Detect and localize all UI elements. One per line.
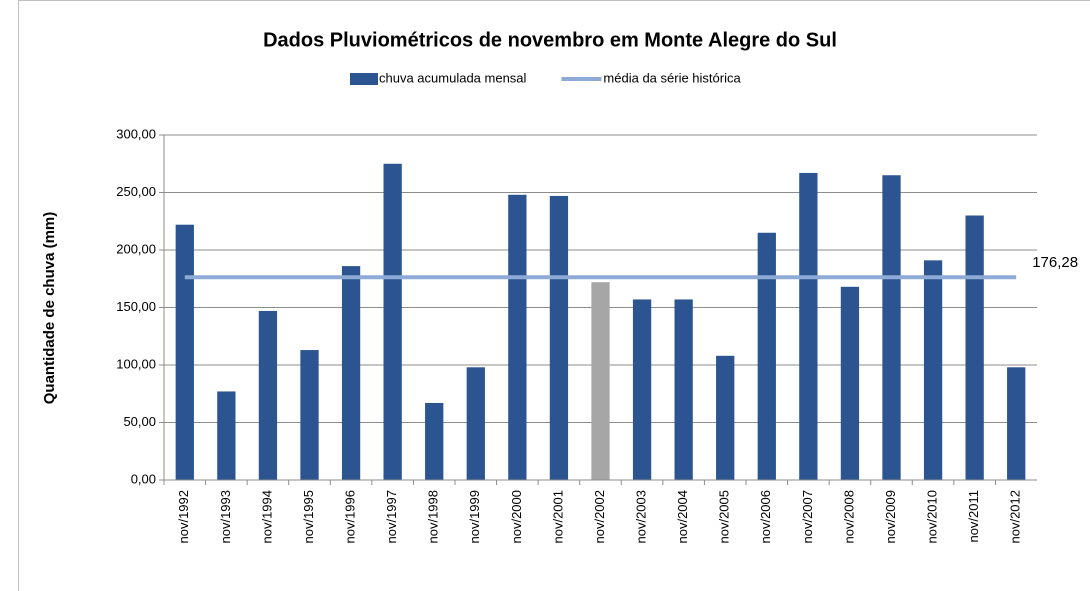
bar xyxy=(799,172,818,480)
x-tick-label: nov/1997 xyxy=(384,490,399,544)
x-tick-label: nov/2007 xyxy=(800,490,815,544)
y-tick-label: 300,00 xyxy=(116,126,156,141)
bar xyxy=(674,299,693,480)
x-tick-label: nov/2004 xyxy=(675,490,690,544)
x-tick-label: nov/2003 xyxy=(634,490,649,544)
y-tick-label: 100,00 xyxy=(116,356,156,371)
x-tick-label: nov/2000 xyxy=(509,490,524,544)
bar xyxy=(300,350,319,480)
bar xyxy=(716,355,735,480)
bar xyxy=(549,195,569,480)
x-tick-label: nov/1992 xyxy=(176,490,191,544)
chart-title: Dados Pluviométricos de novembro em Mont… xyxy=(263,29,837,51)
y-tick-label: 150,00 xyxy=(116,299,156,314)
bar xyxy=(217,391,236,480)
x-tick-label: nov/1994 xyxy=(259,490,274,544)
bar xyxy=(341,266,361,480)
x-tick-label: nov/1999 xyxy=(467,490,482,544)
bar xyxy=(757,232,776,480)
x-tick-label: nov/2005 xyxy=(717,490,732,544)
x-tick-label: nov/1995 xyxy=(301,490,316,544)
x-tick-label: nov/1996 xyxy=(343,490,358,544)
bar xyxy=(965,215,984,480)
legend-label: chuva acumulada mensal xyxy=(379,70,527,85)
bar xyxy=(175,224,194,480)
x-tick-label: nov/2001 xyxy=(550,490,565,544)
data-label: 176,28 xyxy=(1032,254,1078,271)
y-tick-label: 250,00 xyxy=(116,184,156,199)
x-tick-label: nov/2008 xyxy=(841,490,856,544)
bar xyxy=(1007,367,1026,480)
x-tick-label: nov/1993 xyxy=(218,490,233,544)
x-tick-label: nov/2011 xyxy=(966,490,981,543)
legend-swatch xyxy=(350,73,378,85)
x-tick-label: nov/1998 xyxy=(426,490,441,544)
bar xyxy=(508,194,527,481)
x-tick-label: nov/2012 xyxy=(1008,490,1023,544)
y-tick-label: 0,00 xyxy=(131,471,156,486)
bar xyxy=(466,367,485,480)
legend-label: média da série histórica xyxy=(603,70,741,85)
x-tick-label: nov/2006 xyxy=(758,490,773,544)
y-axis-label: Quantidade de chuva (mm) xyxy=(41,212,58,405)
bar xyxy=(632,299,652,480)
bar xyxy=(591,282,610,480)
bar xyxy=(258,310,278,480)
x-tick-label: nov/2010 xyxy=(925,490,940,544)
bar xyxy=(882,175,901,480)
bar xyxy=(840,286,860,480)
x-tick-label: nov/2002 xyxy=(592,490,607,544)
y-tick-label: 200,00 xyxy=(116,241,156,256)
bar xyxy=(383,163,402,480)
bar xyxy=(923,260,943,480)
y-tick-label: 50,00 xyxy=(123,414,156,429)
bar xyxy=(425,402,444,480)
x-tick-label: nov/2009 xyxy=(883,490,898,544)
